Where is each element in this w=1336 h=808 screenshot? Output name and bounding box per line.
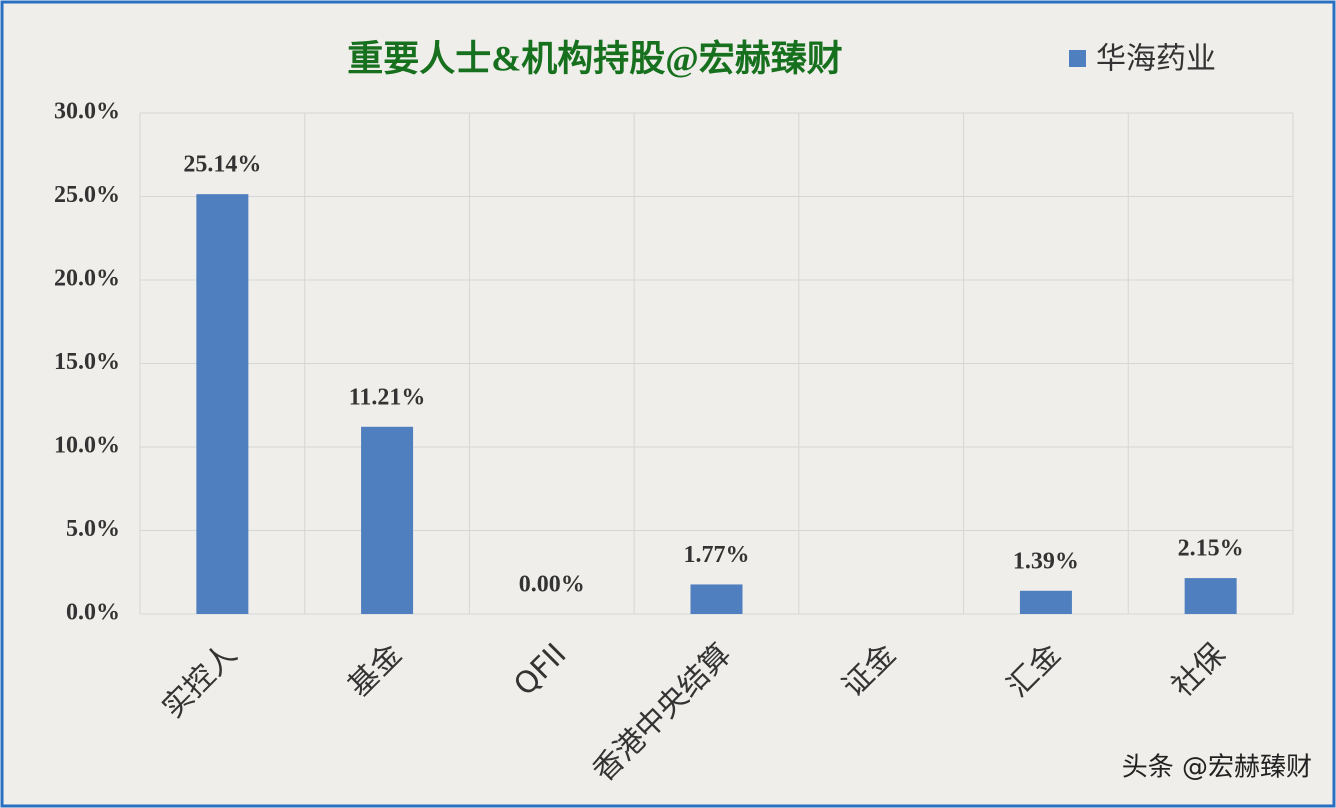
value-label: 2.15% <box>1178 536 1244 562</box>
bar <box>1184 578 1237 614</box>
y-tick-label: 30.0% <box>54 99 120 125</box>
bar <box>361 426 414 614</box>
bar <box>196 194 249 615</box>
value-label: 11.21% <box>349 384 426 410</box>
y-tick-label: 20.0% <box>54 266 120 292</box>
y-tick-label: 10.0% <box>54 433 120 459</box>
value-label: 0.00% <box>519 572 585 598</box>
watermark: 头条 @宏赫臻财 <box>1122 753 1312 783</box>
bar <box>690 584 743 614</box>
value-label: 1.77% <box>684 542 750 568</box>
legend-swatch <box>1069 50 1086 67</box>
bar <box>1019 590 1072 614</box>
legend-label: 华海药业 <box>1096 42 1216 77</box>
y-tick-label: 15.0% <box>54 349 120 375</box>
value-label: 25.14% <box>183 152 261 178</box>
chart-title: 重要人士&机构持股@宏赫臻财 <box>347 38 842 78</box>
y-tick-label: 0.0% <box>66 600 120 626</box>
y-tick-label: 5.0% <box>66 516 120 542</box>
y-tick-label: 25.0% <box>54 182 120 208</box>
value-label: 1.39% <box>1013 548 1079 574</box>
